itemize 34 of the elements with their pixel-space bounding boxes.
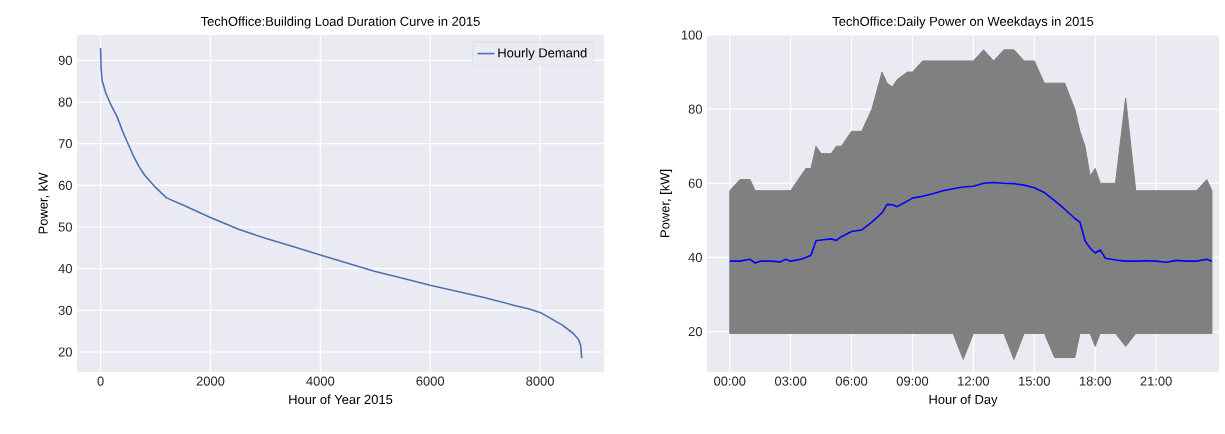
y-tick-label: 30 xyxy=(58,305,72,315)
x-tick-label: 00:00 xyxy=(714,376,746,386)
y-tick-label: 90 xyxy=(58,55,72,65)
x-axis-title: Hour of Year 2015 xyxy=(289,394,393,404)
x-tick-label: 0 xyxy=(97,376,104,386)
x-tick-label: 09:00 xyxy=(896,376,929,386)
x-tick-label: 21:00 xyxy=(1140,376,1172,386)
x-tick-label: 12:00 xyxy=(958,376,990,386)
x-tick-label: 18:00 xyxy=(1079,376,1111,386)
y-tick-label: 60 xyxy=(688,178,702,188)
y-tick-label: 100 xyxy=(681,30,702,40)
y-tick-label: 80 xyxy=(688,104,702,114)
x-tick-label: 4000 xyxy=(306,376,335,386)
y-axis-title: Power, kW xyxy=(38,172,50,234)
x-tick-label: 8000 xyxy=(526,376,554,386)
y-tick-label: 60 xyxy=(58,180,72,190)
y-tick-label: 40 xyxy=(58,264,72,274)
y-tick-label: 50 xyxy=(58,222,72,232)
chart-title: TechOffice:Building Load Duration Curve in 2015 xyxy=(200,16,480,29)
y-tick-label: 80 xyxy=(58,97,72,107)
chart-title: TechOffice:Daily Power on Weekdays in 2015 xyxy=(832,16,1094,29)
x-tick-label: 15:00 xyxy=(1019,376,1050,386)
x-axis-title: Hour of Day xyxy=(929,394,998,407)
x-tick-label: 2000 xyxy=(196,376,225,386)
y-tick-label: 70 xyxy=(58,139,72,149)
x-tick-label: 6000 xyxy=(416,376,445,386)
y-tick-label: 20 xyxy=(688,326,702,337)
legend-label: Hourly Demand xyxy=(498,47,587,60)
x-tick-label: 06:00 xyxy=(835,376,868,386)
y-axis-title: Power, [kW] xyxy=(659,169,673,237)
y-tick-label: 20 xyxy=(58,347,72,357)
x-tick-label: 03:00 xyxy=(774,376,807,386)
y-tick-label: 40 xyxy=(688,252,702,263)
line-series xyxy=(728,181,1213,264)
